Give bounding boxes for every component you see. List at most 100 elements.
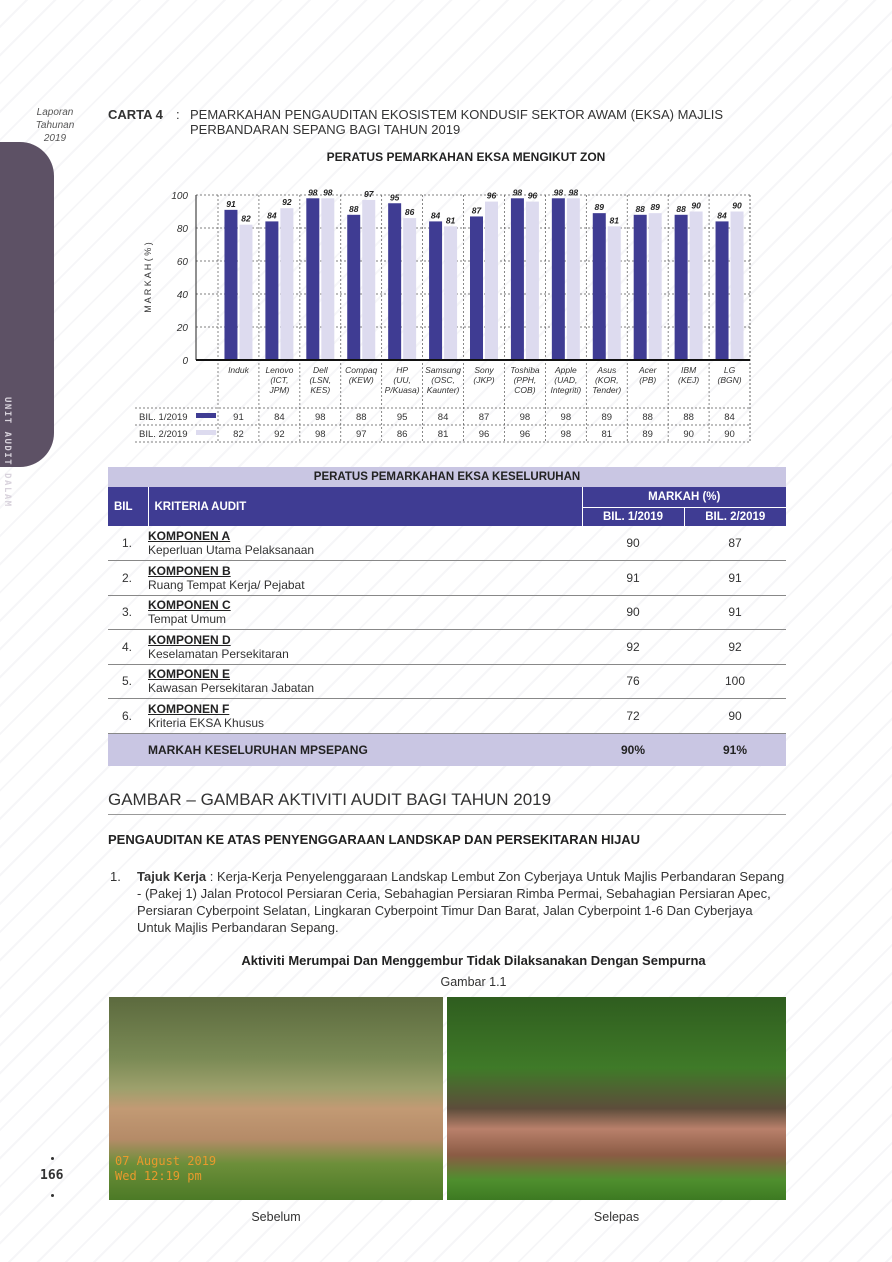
data-label: 98: [308, 187, 318, 197]
row-criteria: KOMPONEN E Kawasan Persekitaran Jabatan: [148, 664, 582, 699]
data-label: 81: [446, 215, 456, 225]
table-value: 84: [724, 412, 735, 423]
report-label-line: Laporan: [36, 107, 74, 118]
table-value: 87: [479, 412, 490, 423]
score-bil2: 91: [684, 595, 786, 630]
table-value: 91: [233, 412, 244, 423]
col-bil: BIL: [108, 487, 149, 526]
table-value: 98: [520, 412, 531, 423]
col-markah: MARKAH (%): [582, 487, 786, 508]
component-desc: Kriteria EKSA Khusus: [148, 715, 265, 730]
x-tick-label: Compaq: [345, 365, 377, 375]
x-tick-label: HP: [396, 365, 408, 375]
y-axis-label: M A R K A H ( % ): [143, 242, 153, 313]
data-label: 92: [282, 197, 292, 207]
x-tick-label: Dell: [313, 365, 329, 375]
report-label: Laporan Tahunan 2019: [20, 106, 90, 145]
table-row: 2. KOMPONEN B Ruang Tempat Kerja/ Pejabat…: [108, 560, 786, 596]
data-label: 86: [405, 207, 415, 217]
data-label: 91: [226, 199, 236, 209]
x-tick-label: (JKP): [473, 375, 494, 385]
photo-after: [447, 997, 786, 1200]
bar: [715, 221, 729, 360]
gallery-subtitle: PENGAUDITAN KE ATAS PENYENGGARAAN LANDSK…: [108, 832, 641, 847]
x-tick-label: Toshiba: [510, 365, 540, 375]
total-bil2: 91%: [684, 733, 786, 766]
total-row: MARKAH KESELURUHAN MPSEPANG 90% 91%: [108, 733, 786, 766]
bar: [239, 224, 253, 360]
component-name: KOMPONEN E: [148, 667, 231, 682]
bar: [347, 214, 361, 360]
x-tick-label: (BGN): [717, 375, 741, 385]
bar: [730, 211, 744, 360]
y-tick-label: 60: [177, 257, 189, 268]
bar: [510, 198, 524, 360]
data-label: 90: [691, 201, 701, 211]
table-value: 90: [724, 429, 735, 440]
bar: [321, 198, 335, 360]
x-tick-label: (PPH,: [514, 375, 537, 385]
x-tick-label: COB): [514, 385, 535, 395]
score-bil2: 92: [684, 629, 786, 665]
table-row: 5. KOMPONEN E Kawasan Persekitaran Jabata…: [108, 664, 786, 699]
legend-swatch: [196, 413, 216, 418]
dot-decoration: [51, 1194, 54, 1197]
x-tick-label: Apple: [554, 365, 577, 375]
score-bil1: 91: [582, 560, 684, 596]
table-value: 82: [233, 429, 244, 440]
row-number: 5.: [108, 664, 148, 699]
bar: [470, 216, 483, 360]
component-name: KOMPONEN C: [148, 598, 231, 613]
bar: [403, 218, 417, 360]
x-tick-label: Acer: [638, 365, 658, 375]
total-bil1: 90%: [582, 733, 684, 766]
x-tick-label: Samsung: [425, 365, 461, 375]
table-value: 84: [438, 412, 449, 423]
x-tick-label: LG: [724, 365, 736, 375]
table-value: 88: [642, 412, 653, 423]
photo-before: 07 August 2019 Wed 12:19 pm: [109, 997, 443, 1200]
component-desc: Kawasan Persekitaran Jabatan: [148, 681, 315, 696]
x-tick-label: (KOR,: [595, 375, 619, 385]
col-bil1: BIL. 1/2019: [582, 507, 685, 526]
bar: [306, 198, 320, 360]
table-value: 98: [561, 412, 572, 423]
data-label: 88: [676, 204, 686, 214]
y-tick-label: 0: [182, 356, 188, 367]
bar: [689, 211, 703, 360]
component-name: KOMPONEN A: [148, 529, 231, 543]
component-name: KOMPONEN B: [148, 563, 231, 578]
dot-decoration: [51, 1157, 54, 1160]
data-label: 81: [610, 215, 620, 225]
table-value: 81: [601, 429, 612, 440]
data-label: 98: [513, 187, 523, 197]
gallery-title: GAMBAR – GAMBAR AKTIVITI AUDIT BAGI TAHU…: [108, 790, 786, 815]
stamp-date: 07 August 2019: [115, 1154, 217, 1168]
score-bil1: 72: [582, 698, 684, 734]
y-tick-label: 100: [171, 191, 188, 202]
data-label: 97: [364, 189, 375, 199]
x-tick-label: (ICT,: [270, 375, 288, 385]
x-tick-label: JPM): [268, 385, 289, 395]
bar: [566, 198, 580, 360]
data-label: 87: [472, 205, 483, 215]
x-tick-label: KES): [310, 385, 330, 395]
row-number: 4.: [108, 629, 148, 665]
x-tick-label: IBM: [681, 365, 697, 375]
bar: [485, 201, 498, 360]
bar: [388, 203, 402, 360]
x-tick-label: Sony: [474, 365, 494, 375]
table-value: 98: [315, 412, 326, 423]
x-tick-label: (UU,: [393, 375, 410, 385]
table-row: 4. KOMPONEN D Keselamatan Persekitaran 92…: [108, 629, 786, 665]
row-criteria: KOMPONEN F Kriteria EKSA Khusus: [148, 698, 582, 734]
bar: [444, 226, 458, 360]
data-label: 96: [487, 191, 497, 201]
table-value: 89: [601, 412, 612, 423]
table-row: 3. KOMPONEN C Tempat Umum 90 91: [108, 595, 786, 630]
table-value: 84: [274, 412, 285, 423]
item-text: Tajuk Kerja : Kerja-Kerja Penyelenggaraa…: [137, 868, 787, 936]
col-bil2: BIL. 2/2019: [684, 507, 786, 526]
component-name: KOMPONEN D: [148, 632, 231, 647]
photo-timestamp: 07 August 2019 Wed 12:19 pm: [115, 1154, 216, 1184]
